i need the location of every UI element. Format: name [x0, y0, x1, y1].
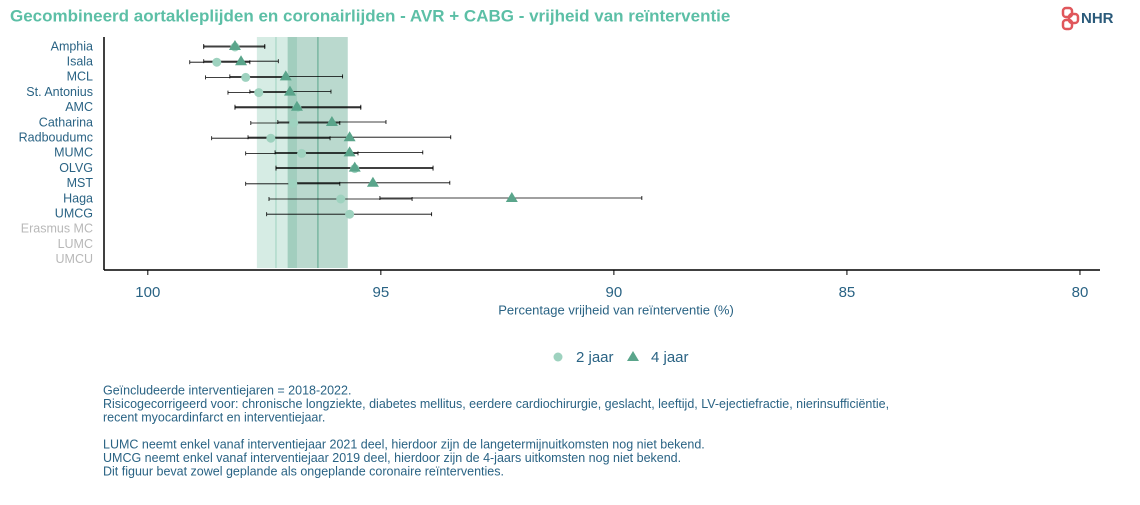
legend-label: 2 jaar	[576, 349, 614, 366]
point	[235, 55, 248, 66]
x-tick-label: 100	[135, 284, 160, 301]
x-tick-label: 95	[373, 284, 390, 301]
y-tick-label: MST	[67, 176, 94, 190]
point	[297, 148, 307, 158]
point	[266, 133, 276, 143]
y-tick-label: OLVG	[59, 161, 93, 175]
chart-title: Gecombineerd aortakleplijden en coronair…	[10, 6, 730, 25]
logo-text: NHR	[1081, 10, 1114, 27]
y-tick-label: UMCU	[56, 252, 94, 266]
note: Geïncludeerde interventiejaren = 2018-20…	[103, 383, 351, 397]
point	[279, 70, 292, 81]
point	[336, 194, 346, 204]
legend-marker	[553, 352, 563, 362]
y-tick-label: Radboudumc	[19, 130, 93, 144]
note: recent myocardinfarct en interventiejaar…	[103, 410, 325, 424]
legend-marker	[627, 351, 639, 361]
logo-icon	[1061, 6, 1074, 19]
x-axis-label: Percentage vrijheid van reïnterventie (%…	[498, 302, 734, 317]
x-tick-label: 90	[606, 284, 623, 301]
point	[290, 100, 303, 111]
logo-icon	[1061, 18, 1074, 31]
note: Dit figuur bevat zowel geplande als onge…	[103, 464, 504, 478]
y-tick-label: LUMC	[58, 237, 93, 251]
logo-icon	[1067, 12, 1080, 25]
point	[254, 88, 264, 98]
point	[343, 131, 356, 142]
y-tick-label: St. Antonius	[26, 85, 93, 99]
x-tick-label: 80	[1072, 284, 1089, 301]
legend-label: 4 jaar	[651, 349, 689, 366]
note: Risicogecorrigeerd voor: chronische long…	[103, 397, 889, 411]
y-tick-label: AMC	[65, 100, 93, 114]
point	[212, 57, 222, 67]
note: LUMC neemt enkel vanaf interventiejaar 2…	[103, 437, 705, 451]
y-tick-label: Isala	[67, 54, 93, 68]
logo: NHR	[1061, 6, 1114, 31]
point	[505, 192, 518, 202]
y-tick-label: Erasmus MC	[21, 222, 93, 236]
y-tick-label: MUMC	[54, 146, 93, 160]
point	[345, 209, 355, 219]
y-tick-label: Haga	[63, 191, 93, 205]
point	[343, 146, 356, 157]
point	[348, 161, 361, 172]
point	[325, 116, 338, 126]
point	[288, 179, 298, 189]
point	[289, 118, 299, 128]
point	[366, 176, 379, 187]
point	[283, 85, 296, 96]
x-tick-label: 85	[839, 284, 856, 301]
y-tick-label: UMCG	[55, 206, 93, 220]
point	[241, 72, 251, 82]
y-tick-label: Amphia	[51, 39, 93, 53]
y-tick-label: MCL	[67, 70, 93, 84]
point	[228, 40, 241, 50]
y-tick-label: Catharina	[39, 115, 93, 129]
note: UMCG neemt enkel vanaf interventiejaar 2…	[103, 451, 681, 465]
